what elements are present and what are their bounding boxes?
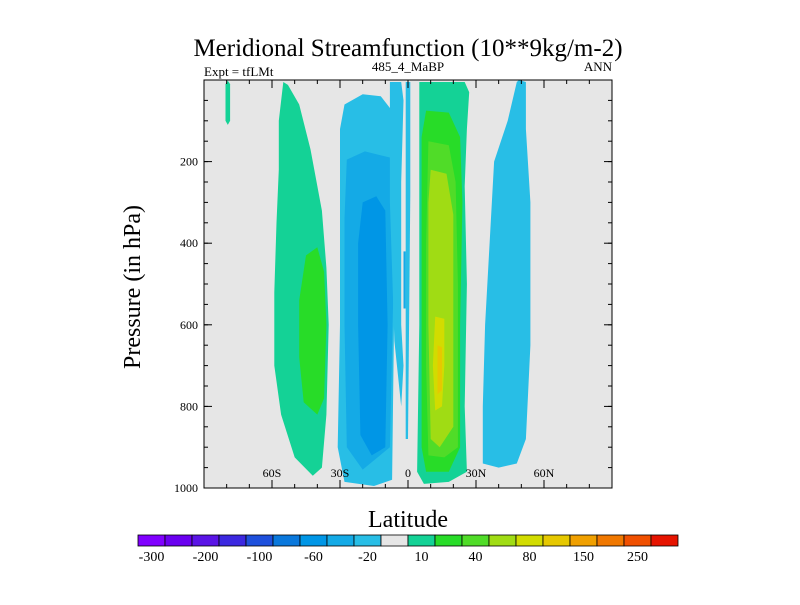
colorbar-swatch [515, 534, 544, 547]
y-tick-label: 400 [180, 236, 198, 250]
contour-region-sh-ferrel-inner [299, 247, 327, 415]
colorbar-swatch [191, 534, 220, 547]
colorbar-swatch [272, 534, 301, 547]
colorbar-swatch [650, 534, 679, 547]
colorbar-swatch [218, 534, 247, 547]
colorbar-label: -300 [139, 550, 165, 565]
colorbar-label: 10 [415, 550, 429, 565]
colorbar-swatch [542, 534, 571, 547]
colorbar-swatch [380, 534, 409, 547]
chart-subtitle-left: Expt = tfLMt [204, 64, 274, 79]
x-tick-label: 60S [263, 466, 282, 480]
contour-region-nh-ferrel [482, 80, 531, 468]
colorbar-swatch [461, 534, 490, 547]
colorbar: -300 -200 -100 -60 -20 10 40 80 150 250 [137, 534, 679, 565]
x-tick-label: 30S [331, 466, 350, 480]
colorbar-label: 150 [573, 550, 594, 565]
contour-region-nh-high-thin [225, 80, 231, 125]
colorbar-swatch [137, 534, 166, 547]
colorbar-label: 250 [627, 550, 648, 565]
y-tick-label: 200 [180, 155, 198, 169]
colorbar-label: -20 [358, 550, 377, 565]
y-tick-label: 800 [180, 399, 198, 413]
colorbar-swatch [434, 534, 463, 547]
colorbar-swatch [164, 534, 193, 547]
x-tick-label: 30N [466, 466, 487, 480]
contour-region-eq-sliver [405, 82, 411, 439]
contour-region-sh-hadley-inner-cyan [389, 82, 404, 407]
colorbar-label: 40 [469, 550, 483, 565]
colorbar-swatch [596, 534, 625, 547]
chart-subtitle-right: ANN [584, 59, 613, 74]
colorbar-swatch [353, 534, 382, 547]
colorbar-swatch [299, 534, 328, 547]
colorbar-label: 80 [523, 550, 537, 565]
contour-region-sh-hadley-eq-pocket [403, 251, 406, 309]
x-tick-label: 60N [534, 466, 555, 480]
contour-regions [225, 80, 531, 487]
plot-layer: 200 400 600 800 1000 60S 30S 0 30N 60N [174, 79, 613, 495]
chart-title: Meridional Streamfunction (10**9kg/m-2) [193, 35, 622, 62]
colorbar-swatch [488, 534, 517, 547]
x-tick-label: 0 [405, 466, 411, 480]
colorbar-swatch [326, 534, 355, 547]
x-axis-label: Latitude [368, 507, 448, 533]
colorbar-label: -200 [193, 550, 219, 565]
colorbar-swatch [245, 534, 274, 547]
colorbar-swatch [407, 534, 436, 547]
contour-region-nh-hadley-80-peak [437, 345, 442, 395]
chart-subtitle-center: 485_4_MaBP [372, 59, 444, 74]
colorbar-label: -100 [247, 550, 273, 565]
colorbar-label: -60 [304, 550, 323, 565]
colorbar-swatch [569, 534, 598, 547]
y-tick-label: 600 [180, 318, 198, 332]
colorbar-swatch [623, 534, 652, 547]
contour-region-sh-hadley-core [358, 196, 388, 456]
y-tick-label: 1000 [174, 481, 198, 495]
y-axis-label: Pressure (in hPa) [120, 205, 146, 369]
